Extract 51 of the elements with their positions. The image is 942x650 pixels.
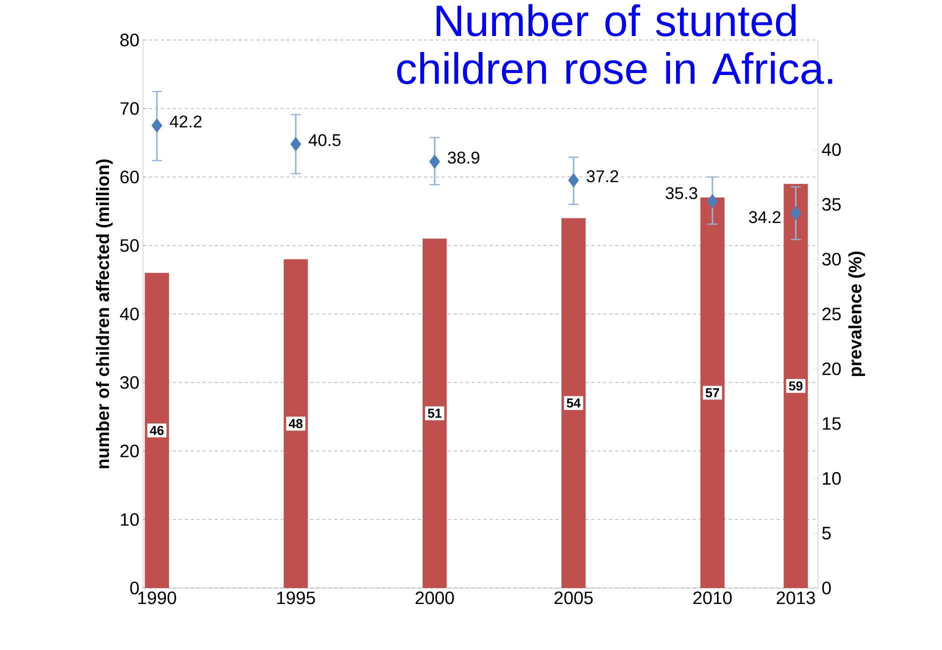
data-label: 37.2	[586, 170, 618, 182]
point	[568, 173, 579, 188]
point	[790, 206, 802, 220]
x-tick-label: 2013	[776, 592, 815, 604]
y2-tick-label: 5	[822, 526, 831, 540]
y2-tick-label: 20	[822, 362, 841, 376]
y-tick-label: 10	[120, 513, 139, 526]
y-axis-title: number of children affected (million)	[96, 159, 113, 468]
x-tick-label: 2010	[693, 592, 732, 604]
x-tick-label: 2000	[416, 592, 454, 604]
y-tick-label: 20	[120, 444, 139, 458]
bar	[561, 218, 586, 588]
chart-title: Number of stunted children rose in Africa.	[397, 4, 832, 84]
y2-tick-label: 30	[822, 252, 841, 266]
data-label: 57	[706, 388, 720, 398]
y2-tick-label: 0	[822, 582, 831, 594]
point	[151, 118, 162, 133]
y2-tick-label: 15	[822, 417, 841, 430]
data-label: 42.2	[170, 116, 202, 128]
y2-axis-title: prevalence (%)	[848, 252, 866, 376]
data-label: 35.3	[666, 187, 698, 200]
data-label: 40.5	[308, 134, 341, 146]
point	[429, 154, 440, 169]
y-tick-label: 70	[120, 102, 139, 115]
x-tick-label: 1995	[277, 592, 315, 604]
bar	[144, 272, 169, 588]
point	[707, 194, 718, 208]
bar	[784, 184, 808, 588]
x-tick-label: 2005	[554, 592, 593, 604]
data-label: 48	[288, 419, 303, 428]
y-tick-label: 0	[130, 582, 139, 594]
point	[290, 136, 302, 152]
bar	[422, 238, 447, 588]
y2-tick-label: 10	[822, 472, 841, 485]
bar	[284, 259, 308, 588]
y2-tick-label: 25	[822, 308, 841, 320]
y-tick-label: 80	[120, 34, 139, 46]
data-label: 59	[788, 381, 803, 391]
bar	[700, 198, 725, 588]
data-label: 38.9	[448, 152, 480, 164]
y-tick-label: 50	[120, 239, 139, 252]
y-tick-label: 60	[120, 170, 139, 184]
y2-tick-label: 35	[822, 198, 841, 211]
data-label: 54	[566, 398, 581, 408]
y2-tick-label: 40	[822, 143, 841, 156]
data-label: 51	[428, 408, 442, 418]
x-tick-label: 1990	[138, 592, 176, 604]
y-tick-label: 30	[120, 376, 139, 389]
data-label: 46	[150, 426, 164, 436]
data-label: 34.2	[748, 211, 780, 224]
y-tick-label: 40	[120, 308, 139, 320]
